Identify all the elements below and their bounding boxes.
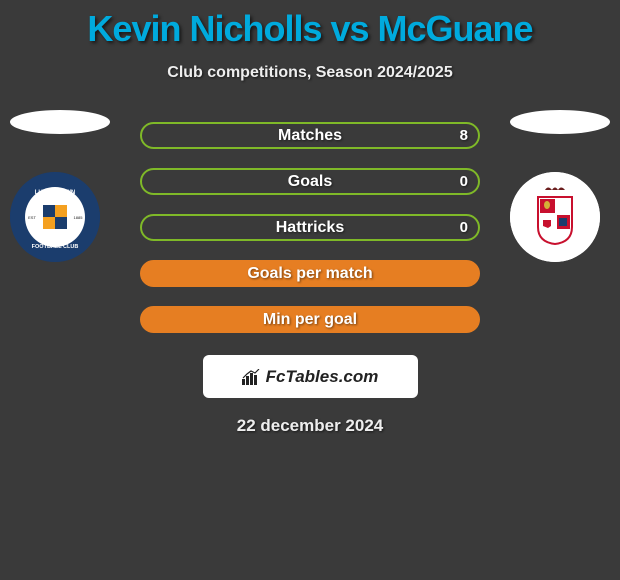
stat-value-right: 0 (460, 219, 468, 236)
stat-row: Min per goal (140, 306, 480, 333)
stat-value-right: 8 (460, 127, 468, 144)
stat-row: Goals per match (140, 260, 480, 287)
right-club-badge (510, 172, 600, 262)
stat-label: Matches (278, 127, 342, 145)
left-player-block: LUTON TOWN FOOTBALL CLUB EST 1885 (10, 110, 110, 262)
left-club-badge: LUTON TOWN FOOTBALL CLUB EST 1885 (10, 172, 100, 262)
stat-label: Goals (288, 173, 332, 191)
stat-row: Hattricks 0 (140, 214, 480, 241)
bristol-city-badge-icon (510, 172, 600, 262)
chart-icon (242, 369, 262, 385)
stat-row: Goals 0 (140, 168, 480, 195)
brand-box: FcTables.com (203, 355, 418, 398)
right-avatar-placeholder (510, 110, 610, 134)
svg-text:1885: 1885 (74, 215, 84, 220)
svg-text:FOOTBALL CLUB: FOOTBALL CLUB (32, 244, 79, 250)
luton-town-badge-icon: LUTON TOWN FOOTBALL CLUB EST 1885 (10, 172, 100, 262)
page-title: Kevin Nicholls vs McGuane (0, 0, 620, 50)
brand-text: FcTables.com (266, 367, 379, 387)
stat-row: Matches 8 (140, 122, 480, 149)
left-avatar-placeholder (10, 110, 110, 134)
svg-text:LUTON TOWN: LUTON TOWN (35, 190, 75, 196)
stat-label: Min per goal (263, 311, 357, 329)
stat-value-right: 0 (460, 173, 468, 190)
svg-text:EST: EST (28, 215, 36, 220)
comparison-content: LUTON TOWN FOOTBALL CLUB EST 1885 Matche… (0, 122, 620, 333)
stat-label: Goals per match (247, 265, 372, 283)
brand-label: FcTables.com (242, 367, 379, 387)
stat-label: Hattricks (276, 219, 344, 237)
page-subtitle: Club competitions, Season 2024/2025 (0, 64, 620, 82)
date-text: 22 december 2024 (0, 416, 620, 436)
right-player-block (510, 110, 610, 262)
stat-rows: Matches 8 Goals 0 Hattricks 0 Goals per match M… (140, 122, 480, 333)
